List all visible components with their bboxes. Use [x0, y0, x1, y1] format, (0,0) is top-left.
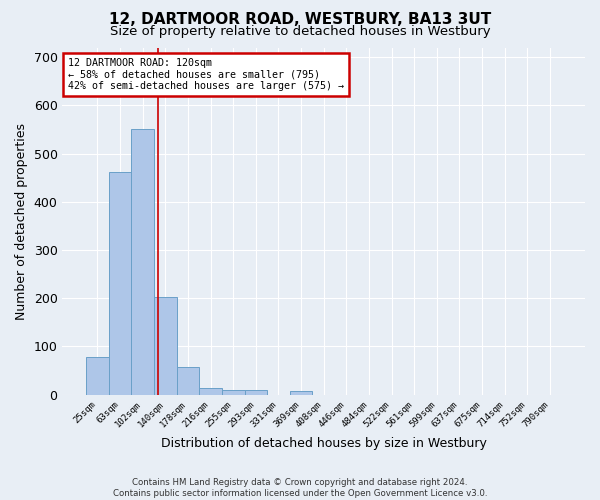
Text: Size of property relative to detached houses in Westbury: Size of property relative to detached ho…: [110, 25, 490, 38]
Bar: [176, 367, 199, 394]
Text: Contains HM Land Registry data © Crown copyright and database right 2024.
Contai: Contains HM Land Registry data © Crown c…: [113, 478, 487, 498]
X-axis label: Distribution of detached houses by size in Westbury: Distribution of detached houses by size …: [161, 437, 487, 450]
Y-axis label: Number of detached properties: Number of detached properties: [15, 122, 28, 320]
Bar: [199, 388, 222, 394]
Bar: [245, 390, 267, 394]
Bar: [109, 172, 131, 394]
Bar: [290, 391, 313, 394]
Bar: [222, 390, 245, 394]
Bar: [131, 130, 154, 394]
Bar: [86, 357, 109, 395]
Bar: [154, 297, 176, 394]
Text: 12, DARTMOOR ROAD, WESTBURY, BA13 3UT: 12, DARTMOOR ROAD, WESTBURY, BA13 3UT: [109, 12, 491, 28]
Text: 12 DARTMOOR ROAD: 120sqm
← 58% of detached houses are smaller (795)
42% of semi-: 12 DARTMOOR ROAD: 120sqm ← 58% of detach…: [68, 58, 344, 91]
